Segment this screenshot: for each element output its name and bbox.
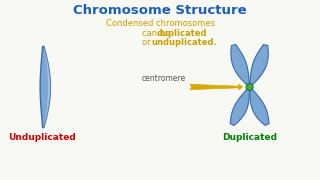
Polygon shape	[44, 46, 50, 128]
Text: Duplicated: Duplicated	[222, 134, 277, 143]
Circle shape	[246, 84, 253, 90]
Text: or: or	[142, 38, 154, 47]
Polygon shape	[250, 89, 269, 125]
Text: unduplicated.: unduplicated.	[151, 38, 217, 47]
Text: Condensed chromosomes: Condensed chromosomes	[106, 19, 214, 28]
Polygon shape	[230, 89, 249, 125]
Polygon shape	[40, 46, 50, 128]
Text: centromere: centromere	[142, 74, 186, 83]
Text: duplicated: duplicated	[157, 28, 207, 37]
Text: Unduplicated: Unduplicated	[8, 134, 76, 143]
Polygon shape	[231, 44, 249, 85]
Polygon shape	[250, 44, 268, 85]
Text: can be: can be	[142, 28, 173, 37]
Text: Chromosome Structure: Chromosome Structure	[73, 4, 247, 17]
